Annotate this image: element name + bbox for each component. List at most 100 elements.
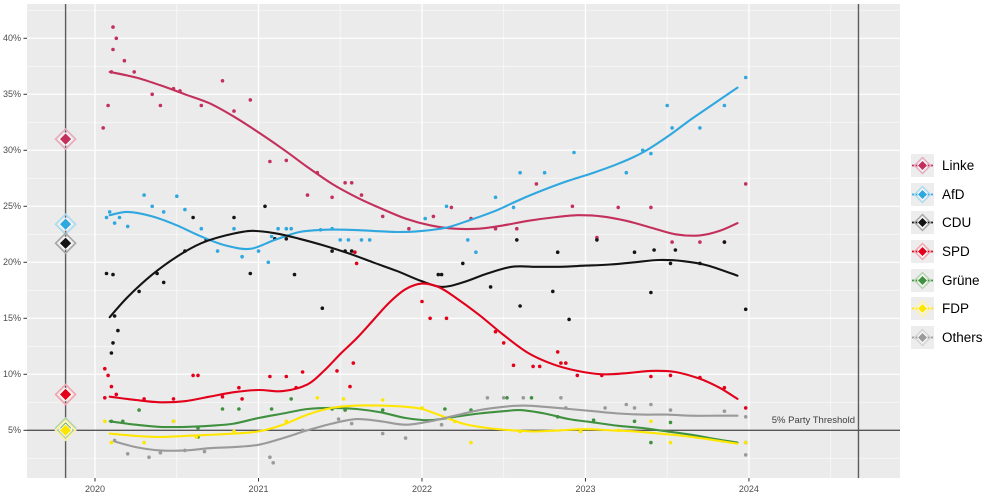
legend-key-diamond-icon (911, 182, 934, 206)
data-point-AfD (493, 195, 498, 200)
data-point-FDP (743, 440, 748, 445)
y-axis-label: 10% (2, 368, 21, 379)
data-point-Linke (248, 98, 253, 102)
legend-label: CDU (942, 215, 972, 231)
data-point-CDU (320, 306, 325, 311)
data-point-AfD (423, 216, 428, 221)
data-point-CDU (111, 272, 115, 277)
data-point-SPD (501, 341, 506, 345)
data-point-CDU (248, 271, 253, 276)
data-point-FDP (232, 429, 236, 434)
legend-item-spd: SPD (911, 237, 983, 266)
data-point-Others (158, 450, 163, 455)
data-point-CDU (292, 272, 297, 277)
data-point-SPD (575, 373, 580, 378)
data-point-SPD (300, 370, 305, 374)
x-axis-label: 2020 (84, 484, 106, 494)
data-point-Grüne (443, 407, 447, 411)
data-point-SPD (237, 385, 241, 390)
data-point-CDU (330, 249, 334, 253)
data-point-Others (268, 455, 272, 460)
data-point-Linke (515, 226, 519, 231)
election-diamond-halo-Grüne (54, 416, 77, 440)
y-axis-label: 35% (2, 88, 21, 99)
data-point-SPD (555, 350, 560, 354)
data-point-CDU (722, 240, 727, 244)
legend-label: Linke (942, 157, 975, 173)
data-point-Linke (114, 36, 119, 41)
data-point-Linke (220, 79, 225, 83)
data-point-AfD (624, 170, 629, 175)
data-point-Grüne (668, 420, 673, 425)
data-point-CDU (652, 248, 656, 252)
data-point-Linke (570, 204, 575, 209)
data-point-Linke (359, 193, 364, 197)
data-point-CDU (349, 249, 354, 253)
data-point-FDP (315, 396, 320, 400)
data-point-AfD (266, 260, 271, 265)
data-point-SPD (444, 316, 449, 321)
data-point-CDU (595, 238, 599, 242)
data-point-Others (501, 396, 506, 400)
legend-item-grüne: Grüne (911, 266, 983, 295)
data-point-SPD (354, 261, 359, 266)
data-point-Linke (106, 103, 110, 108)
data-point-CDU (104, 271, 109, 276)
y-axis-label: 5% (7, 424, 21, 435)
data-point-CDU (263, 204, 267, 209)
data-point-AfD (256, 249, 261, 253)
data-point-Others (271, 461, 276, 465)
data-point-FDP (578, 429, 583, 434)
data-point-SPD (109, 384, 114, 389)
data-point-AfD (107, 210, 112, 214)
data-point-CDU (488, 285, 493, 289)
x-axis-label: 2023 (575, 484, 596, 494)
data-point-SPD (493, 329, 498, 334)
data-point-SPD (171, 397, 176, 401)
data-point-FDP (171, 419, 176, 424)
data-point-Grüne (649, 440, 653, 445)
data-point-Others (559, 396, 563, 400)
data-point-AfD (142, 193, 146, 197)
data-point-Others (743, 453, 748, 457)
data-point-Linke (343, 181, 347, 185)
data-point-SPD (114, 392, 119, 397)
legend-label: FDP (942, 301, 969, 317)
data-point-Linke (616, 205, 620, 210)
legend-item-linke: Linke (911, 151, 983, 180)
data-point-Others (521, 396, 526, 400)
data-point-SPD (428, 316, 432, 321)
data-point-AfD (289, 226, 294, 231)
data-point-CDU (515, 238, 519, 242)
data-point-CDU (137, 289, 141, 294)
data-point-CDU (436, 272, 441, 277)
data-point-AfD (199, 226, 204, 231)
data-point-AfD (276, 226, 280, 231)
data-point-SPD (351, 361, 356, 365)
x-axis-label: 2022 (411, 484, 433, 494)
data-point-Linke (111, 47, 115, 52)
y-axis-label: 20% (2, 256, 21, 267)
election-diamond-halo-FDP (54, 419, 77, 442)
data-point-CDU (232, 215, 236, 220)
data-point-CDU (116, 328, 120, 333)
data-point-CDU (668, 261, 673, 266)
data-point-AfD (518, 170, 522, 175)
data-point-CDU (191, 215, 195, 220)
data-point-Others (147, 455, 151, 460)
data-point-AfD (183, 207, 187, 212)
data-point-Linke (349, 181, 354, 185)
data-point-AfD (649, 151, 653, 156)
data-point-SPD (564, 361, 568, 365)
trend-line-Others (113, 404, 739, 452)
data-point-Grüne (591, 418, 596, 423)
data-point-AfD (542, 170, 547, 175)
trend-line-SPD (108, 282, 739, 404)
y-axis-label: 25% (2, 200, 21, 211)
data-point-CDU (461, 261, 465, 266)
data-point-Linke (101, 126, 105, 130)
legend-key-diamond-icon (911, 325, 934, 349)
data-point-Others (202, 449, 207, 454)
data-point-CDU (673, 248, 678, 252)
